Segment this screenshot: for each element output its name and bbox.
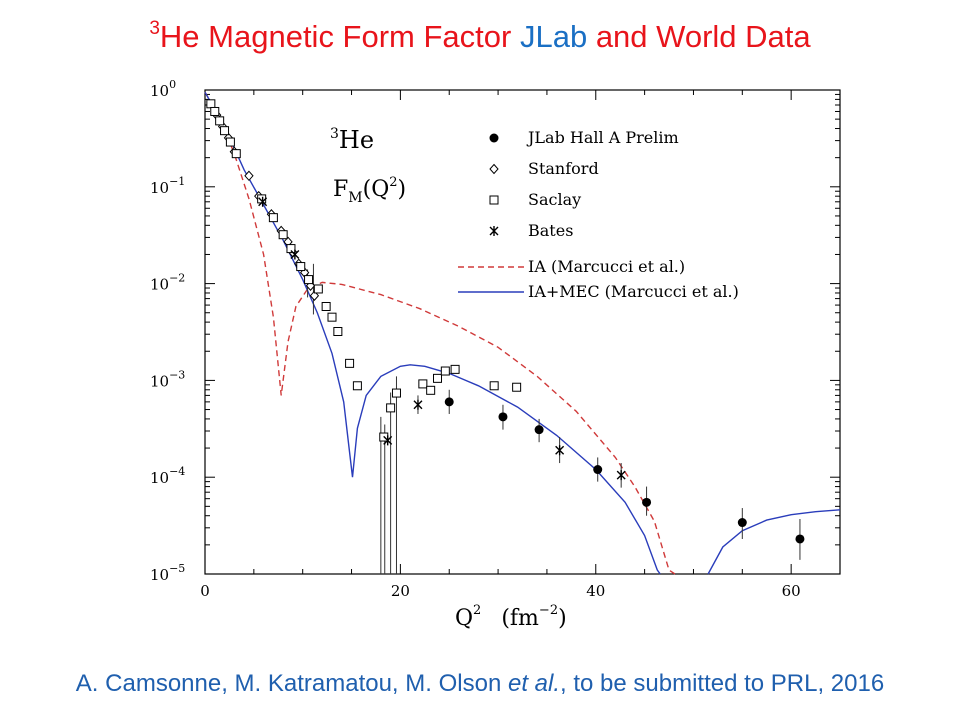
jlab-point: [498, 412, 508, 422]
title-superscript: 3: [149, 18, 160, 39]
stanford-point: [244, 170, 254, 182]
saclay-point: [512, 382, 522, 392]
jlab-point: [593, 465, 603, 475]
saclay-point: [268, 213, 278, 223]
saclay-point: [304, 275, 314, 285]
legend-label: Stanford: [528, 159, 599, 178]
x-tick-label: 60: [782, 582, 801, 600]
y-tick-label: 100: [150, 78, 176, 100]
saclay-point: [206, 99, 216, 109]
legend: JLab Hall A Prelim Stanford Saclay Bates IA …: [458, 128, 739, 301]
bates-point: [555, 445, 565, 456]
inner-label-formfactor: FM(Q2): [333, 175, 406, 206]
bates-point: [290, 249, 300, 260]
plot-frame: [204, 89, 841, 575]
theory-curves: [204, 91, 841, 575]
y-tick-label: 10−3: [150, 368, 185, 390]
legend-label: Bates: [528, 221, 573, 240]
legend-label: JLab Hall A Prelim: [526, 128, 679, 147]
legend-label: IA (Marcucci et al.): [528, 257, 685, 276]
saclay-point: [418, 379, 428, 389]
citation: A. Camsonne, M. Katramatou, M. Olson et …: [0, 670, 960, 698]
ia-curve: [204, 91, 676, 575]
ia-mec-curve: [204, 91, 661, 575]
title-jlab: JLab: [519, 19, 588, 54]
axis-ticks: 0 20 40 60 100 10−1 10−2 10−3 10−4 10−5: [150, 78, 841, 600]
saclay-point: [333, 327, 343, 337]
data-markers: [206, 99, 805, 544]
y-tick-label: 10−5: [150, 562, 185, 584]
saclay-point: [313, 284, 323, 294]
saclay-point: [426, 385, 436, 395]
saclay-point: [386, 403, 396, 413]
saclay-point: [286, 244, 296, 254]
saclay-point: [440, 366, 450, 376]
bates-point: [383, 435, 393, 446]
bates-point: [489, 226, 499, 236]
bates-point: [413, 399, 423, 410]
y-tick-label: 10−1: [150, 175, 185, 197]
saclay-point: [215, 116, 225, 126]
legend-label: Saclay: [528, 190, 581, 209]
saclay-point: [321, 302, 331, 312]
citation-journal: , to be submitted to PRL, 2016: [560, 670, 885, 697]
citation-etal: et al.: [507, 670, 560, 697]
saclay-point: [278, 230, 288, 240]
legend-label: IA+MEC (Marcucci et al.): [528, 282, 739, 301]
saclay-point: [489, 195, 499, 205]
saclay-point: [450, 364, 460, 374]
saclay-point: [433, 373, 443, 383]
x-tick-label: 20: [391, 582, 410, 600]
title-text: He Magnetic Form Factor: [159, 19, 520, 54]
error-bars: [307, 263, 801, 574]
y-tick-label: 10−2: [150, 272, 185, 294]
bates-point: [616, 470, 626, 481]
slide-title: 3He Magnetic Form Factor JLab and World …: [0, 18, 960, 55]
x-tick-label: 40: [586, 582, 605, 600]
jlab-point: [642, 497, 652, 507]
jlab-point: [489, 133, 499, 143]
jlab-point: [444, 397, 454, 407]
saclay-point: [489, 381, 499, 391]
citation-authors: A. Camsonne, M. Katramatou, M. Olson: [75, 670, 508, 697]
y-tick-label: 10−4: [150, 465, 185, 487]
saclay-point: [296, 262, 306, 272]
saclay-point: [345, 358, 355, 368]
title-text-end: and World Data: [587, 19, 811, 54]
bates-point: [258, 196, 268, 207]
saclay-point: [210, 106, 220, 116]
saclay-point: [352, 381, 362, 391]
saclay-point: [327, 312, 337, 322]
saclay-point: [391, 388, 401, 398]
jlab-point: [534, 425, 544, 435]
saclay-point: [231, 149, 241, 159]
stanford-point: [489, 163, 499, 175]
jlab-point: [737, 518, 747, 528]
x-axis-label: Q2 (fm−2): [455, 603, 567, 631]
saclay-point: [220, 126, 230, 136]
ia-mec-curve: [707, 509, 841, 575]
inner-label-nucleus: 3He: [330, 126, 374, 154]
x-tick-label: 0: [200, 582, 210, 600]
saclay-point: [225, 137, 235, 147]
jlab-point: [795, 534, 805, 544]
